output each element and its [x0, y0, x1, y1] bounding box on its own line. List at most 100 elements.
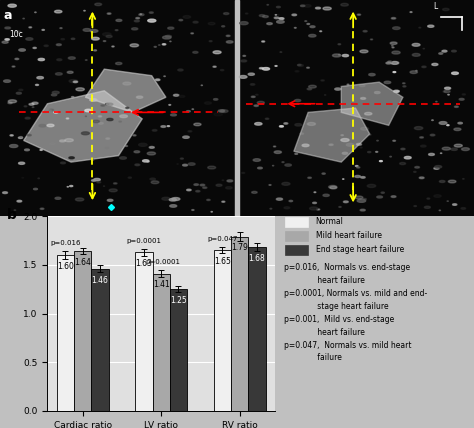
- Ellipse shape: [70, 185, 73, 187]
- Ellipse shape: [128, 177, 131, 178]
- Ellipse shape: [162, 197, 170, 200]
- Ellipse shape: [313, 202, 317, 204]
- Ellipse shape: [90, 99, 97, 101]
- Ellipse shape: [2, 192, 8, 193]
- Ellipse shape: [424, 206, 430, 208]
- Ellipse shape: [294, 27, 296, 28]
- Ellipse shape: [361, 127, 369, 130]
- Ellipse shape: [282, 162, 284, 163]
- Ellipse shape: [208, 166, 216, 169]
- Ellipse shape: [18, 162, 25, 164]
- Text: p=0.047: p=0.047: [207, 236, 237, 242]
- Ellipse shape: [107, 103, 113, 105]
- Ellipse shape: [208, 22, 215, 25]
- Ellipse shape: [226, 41, 233, 43]
- Ellipse shape: [392, 27, 400, 30]
- Ellipse shape: [24, 106, 27, 107]
- Ellipse shape: [8, 100, 17, 103]
- Ellipse shape: [105, 104, 109, 105]
- Ellipse shape: [150, 178, 155, 180]
- Ellipse shape: [46, 110, 52, 112]
- Ellipse shape: [69, 157, 74, 159]
- Ellipse shape: [310, 26, 315, 28]
- Ellipse shape: [32, 102, 38, 104]
- Ellipse shape: [295, 124, 301, 126]
- Ellipse shape: [243, 55, 246, 56]
- Ellipse shape: [4, 80, 10, 82]
- Ellipse shape: [76, 88, 84, 91]
- Ellipse shape: [341, 139, 349, 142]
- Ellipse shape: [16, 92, 21, 94]
- Ellipse shape: [391, 196, 396, 197]
- Ellipse shape: [442, 147, 450, 150]
- Ellipse shape: [188, 163, 195, 165]
- Ellipse shape: [461, 208, 465, 209]
- Ellipse shape: [114, 183, 117, 184]
- Ellipse shape: [116, 19, 122, 21]
- Ellipse shape: [132, 28, 138, 30]
- Ellipse shape: [226, 35, 230, 36]
- Ellipse shape: [452, 50, 456, 52]
- Ellipse shape: [462, 148, 469, 151]
- Ellipse shape: [8, 4, 16, 7]
- Ellipse shape: [435, 166, 442, 168]
- Ellipse shape: [423, 48, 424, 49]
- Ellipse shape: [458, 122, 462, 124]
- Ellipse shape: [115, 30, 118, 31]
- Ellipse shape: [367, 184, 376, 187]
- Ellipse shape: [52, 91, 59, 94]
- Ellipse shape: [99, 122, 103, 124]
- Ellipse shape: [276, 198, 283, 200]
- Ellipse shape: [445, 87, 451, 89]
- Ellipse shape: [49, 109, 54, 111]
- Text: 1.64: 1.64: [74, 258, 91, 267]
- Ellipse shape: [134, 20, 139, 22]
- Ellipse shape: [453, 204, 457, 205]
- Ellipse shape: [342, 54, 348, 57]
- Ellipse shape: [139, 143, 147, 146]
- Text: 1.46: 1.46: [91, 276, 109, 285]
- Ellipse shape: [36, 84, 38, 86]
- Ellipse shape: [194, 184, 199, 185]
- Ellipse shape: [91, 37, 99, 40]
- Ellipse shape: [133, 135, 136, 136]
- Ellipse shape: [363, 30, 367, 32]
- Ellipse shape: [18, 137, 23, 139]
- Ellipse shape: [400, 163, 406, 165]
- Ellipse shape: [323, 194, 329, 196]
- Ellipse shape: [192, 210, 194, 211]
- Ellipse shape: [95, 3, 101, 6]
- Polygon shape: [85, 69, 166, 113]
- Ellipse shape: [165, 36, 172, 38]
- Ellipse shape: [404, 156, 411, 159]
- Ellipse shape: [347, 84, 349, 85]
- Ellipse shape: [240, 22, 248, 25]
- Ellipse shape: [310, 207, 318, 210]
- Ellipse shape: [148, 19, 156, 22]
- Ellipse shape: [393, 90, 399, 92]
- Ellipse shape: [380, 160, 383, 162]
- Ellipse shape: [220, 110, 228, 113]
- Ellipse shape: [200, 184, 205, 186]
- Ellipse shape: [392, 18, 396, 19]
- Ellipse shape: [339, 207, 341, 208]
- Ellipse shape: [346, 143, 354, 146]
- Bar: [285, 217, 308, 227]
- Ellipse shape: [341, 3, 348, 6]
- Ellipse shape: [329, 144, 333, 146]
- Ellipse shape: [99, 116, 101, 117]
- Ellipse shape: [374, 92, 380, 94]
- Ellipse shape: [106, 36, 112, 38]
- Ellipse shape: [179, 19, 182, 21]
- Ellipse shape: [402, 83, 405, 84]
- Text: b: b: [7, 208, 16, 223]
- Ellipse shape: [355, 196, 363, 199]
- Ellipse shape: [246, 13, 248, 14]
- Ellipse shape: [109, 189, 117, 192]
- Ellipse shape: [455, 106, 458, 107]
- Ellipse shape: [444, 90, 450, 92]
- Ellipse shape: [254, 105, 258, 107]
- Ellipse shape: [151, 181, 159, 184]
- Ellipse shape: [213, 51, 221, 54]
- Ellipse shape: [171, 114, 176, 116]
